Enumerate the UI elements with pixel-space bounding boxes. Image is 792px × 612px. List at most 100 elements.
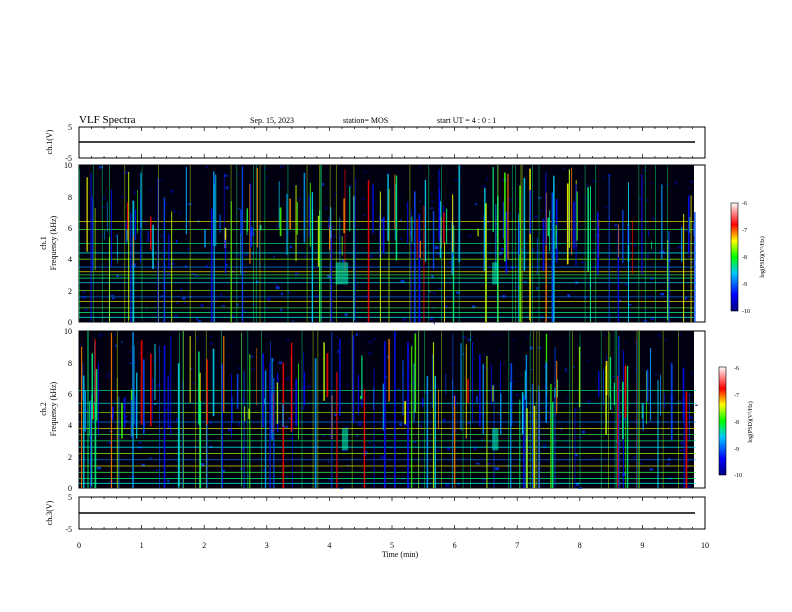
noise-speck [367, 351, 372, 355]
noise-speck [167, 479, 170, 483]
noise-speck [683, 361, 687, 363]
noise-speck [566, 370, 569, 373]
noise-speck [483, 355, 487, 357]
noise-speck [191, 273, 196, 276]
ch2-spectrogram-image [79, 331, 694, 488]
noise-speck [115, 234, 117, 238]
noise-speck [482, 480, 485, 482]
noise-speck [285, 232, 290, 235]
noise-speck [457, 482, 460, 486]
noise-speck [124, 420, 128, 423]
noise-speck [580, 353, 582, 355]
noise-speck [688, 187, 690, 190]
ch1-colorbar-label: log(PSD)(V²/Hz) [759, 236, 766, 277]
noise-speck [650, 317, 655, 320]
ch2-cbar-tick-6: -6 [734, 366, 739, 372]
noise-speck [664, 252, 667, 255]
noise-speck [144, 223, 148, 226]
noise-speck [677, 400, 682, 403]
ch1-channel-label: ch.1 [39, 236, 48, 250]
noise-speck [603, 176, 606, 180]
noise-speck [567, 294, 570, 298]
noise-speck [486, 369, 489, 371]
noise-speck [114, 332, 117, 336]
noise-speck [288, 438, 293, 440]
noise-speck [489, 440, 492, 443]
noise-speck [322, 434, 325, 437]
noise-speck [473, 447, 477, 450]
ch3-ytick-top: 5 [68, 493, 72, 502]
noise-speck [102, 234, 104, 237]
panel-ch3-waveform: 5 -5 ch.3(V) [45, 493, 706, 534]
noise-speck [310, 348, 313, 350]
burst-region [335, 262, 349, 285]
ch3-ytick-bottom: -5 [65, 525, 72, 534]
noise-speck [197, 320, 202, 322]
noise-speck [654, 298, 656, 301]
noise-speck [513, 463, 516, 465]
noise-speck [573, 366, 576, 368]
noise-speck [354, 178, 358, 180]
noise-speck [285, 377, 290, 380]
noise-speck [434, 246, 439, 250]
noise-speck [334, 413, 338, 416]
noise-speck [365, 295, 369, 297]
noise-speck [209, 336, 213, 338]
ch1-ytick-4: 4 [68, 255, 72, 264]
noise-speck [251, 368, 255, 371]
noise-speck [689, 180, 694, 184]
noise-speck [540, 210, 544, 212]
noise-speck [649, 468, 654, 471]
noise-speck [470, 336, 474, 338]
ch1-cbar-tick-9: -9 [742, 282, 747, 288]
noise-speck [447, 447, 451, 451]
noise-speck [638, 218, 642, 220]
noise-speck [286, 476, 288, 479]
noise-speck [400, 219, 403, 222]
noise-speck [250, 355, 253, 358]
noise-speck [430, 207, 434, 210]
noise-speck [639, 198, 641, 200]
noise-speck [219, 365, 224, 367]
noise-speck [678, 246, 682, 249]
ch1-ytick-top: 5 [68, 123, 72, 132]
noise-speck [192, 382, 195, 385]
noise-speck [683, 316, 686, 320]
noise-speck [680, 442, 685, 445]
noise-speck [437, 449, 440, 452]
noise-speck [121, 340, 123, 344]
noise-speck [577, 443, 580, 445]
noise-speck [182, 297, 186, 300]
noise-speck [241, 398, 244, 402]
noise-speck [206, 264, 209, 268]
noise-speck [454, 386, 456, 390]
noise-speck [598, 377, 602, 380]
noise-speck [265, 176, 268, 179]
noise-speck [413, 440, 417, 443]
noise-speck [560, 427, 563, 431]
ch1-cbar-tick-6: -6 [742, 201, 747, 207]
noise-speck [194, 425, 198, 427]
noise-speck [339, 487, 344, 490]
noise-speck [438, 288, 441, 290]
noise-speck [373, 199, 377, 201]
ch1-cbar-tick-10: -10 [742, 309, 750, 315]
noise-speck [112, 296, 115, 300]
noise-speck [398, 196, 402, 199]
noise-speck [243, 310, 246, 312]
noise-speck [610, 406, 613, 410]
noise-speck [184, 301, 187, 304]
noise-speck [286, 338, 290, 342]
noise-speck [499, 349, 501, 352]
noise-speck [108, 441, 112, 444]
noise-speck [252, 303, 256, 306]
noise-speck [256, 280, 259, 283]
ch2-ytick-0: 0 [68, 484, 72, 493]
noise-speck [160, 295, 164, 297]
noise-speck [194, 275, 199, 277]
noise-speck [174, 332, 176, 334]
noise-speck [634, 244, 636, 247]
noise-speck [474, 444, 476, 446]
noise-speck [468, 234, 472, 237]
noise-speck [512, 339, 516, 341]
